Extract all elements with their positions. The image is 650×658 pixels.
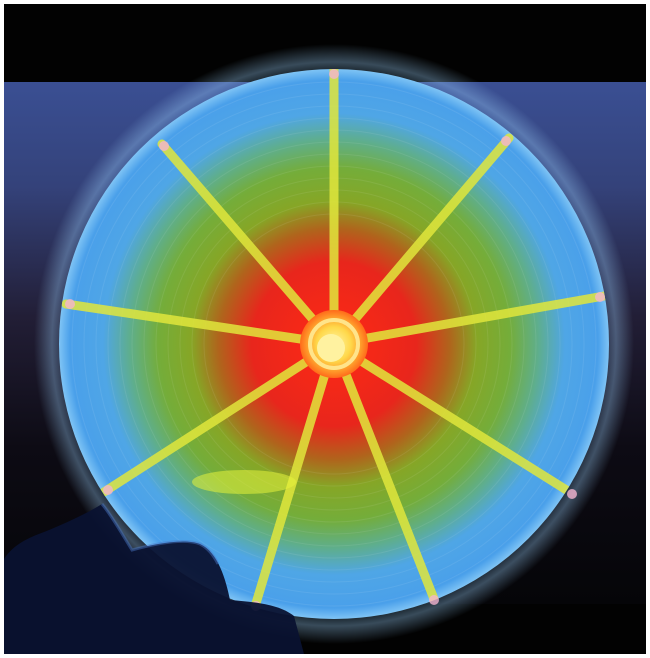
spoke bbox=[249, 339, 339, 615]
glare bbox=[192, 470, 296, 494]
spoke bbox=[329, 291, 609, 349]
wafer-scene bbox=[4, 44, 634, 654]
spoke bbox=[157, 139, 339, 349]
hand-silhouette bbox=[4, 504, 304, 654]
spoke bbox=[99, 339, 339, 497]
spoke bbox=[329, 133, 514, 349]
hand-highlight bbox=[100, 503, 220, 565]
hub-core bbox=[317, 334, 345, 362]
wafer-spokes bbox=[61, 69, 609, 615]
wafer-rings bbox=[71, 81, 597, 607]
spoke bbox=[61, 299, 339, 349]
spoke bbox=[329, 339, 581, 501]
hub-ring bbox=[308, 318, 360, 370]
photo bbox=[4, 4, 646, 654]
spoke bbox=[329, 339, 441, 609]
